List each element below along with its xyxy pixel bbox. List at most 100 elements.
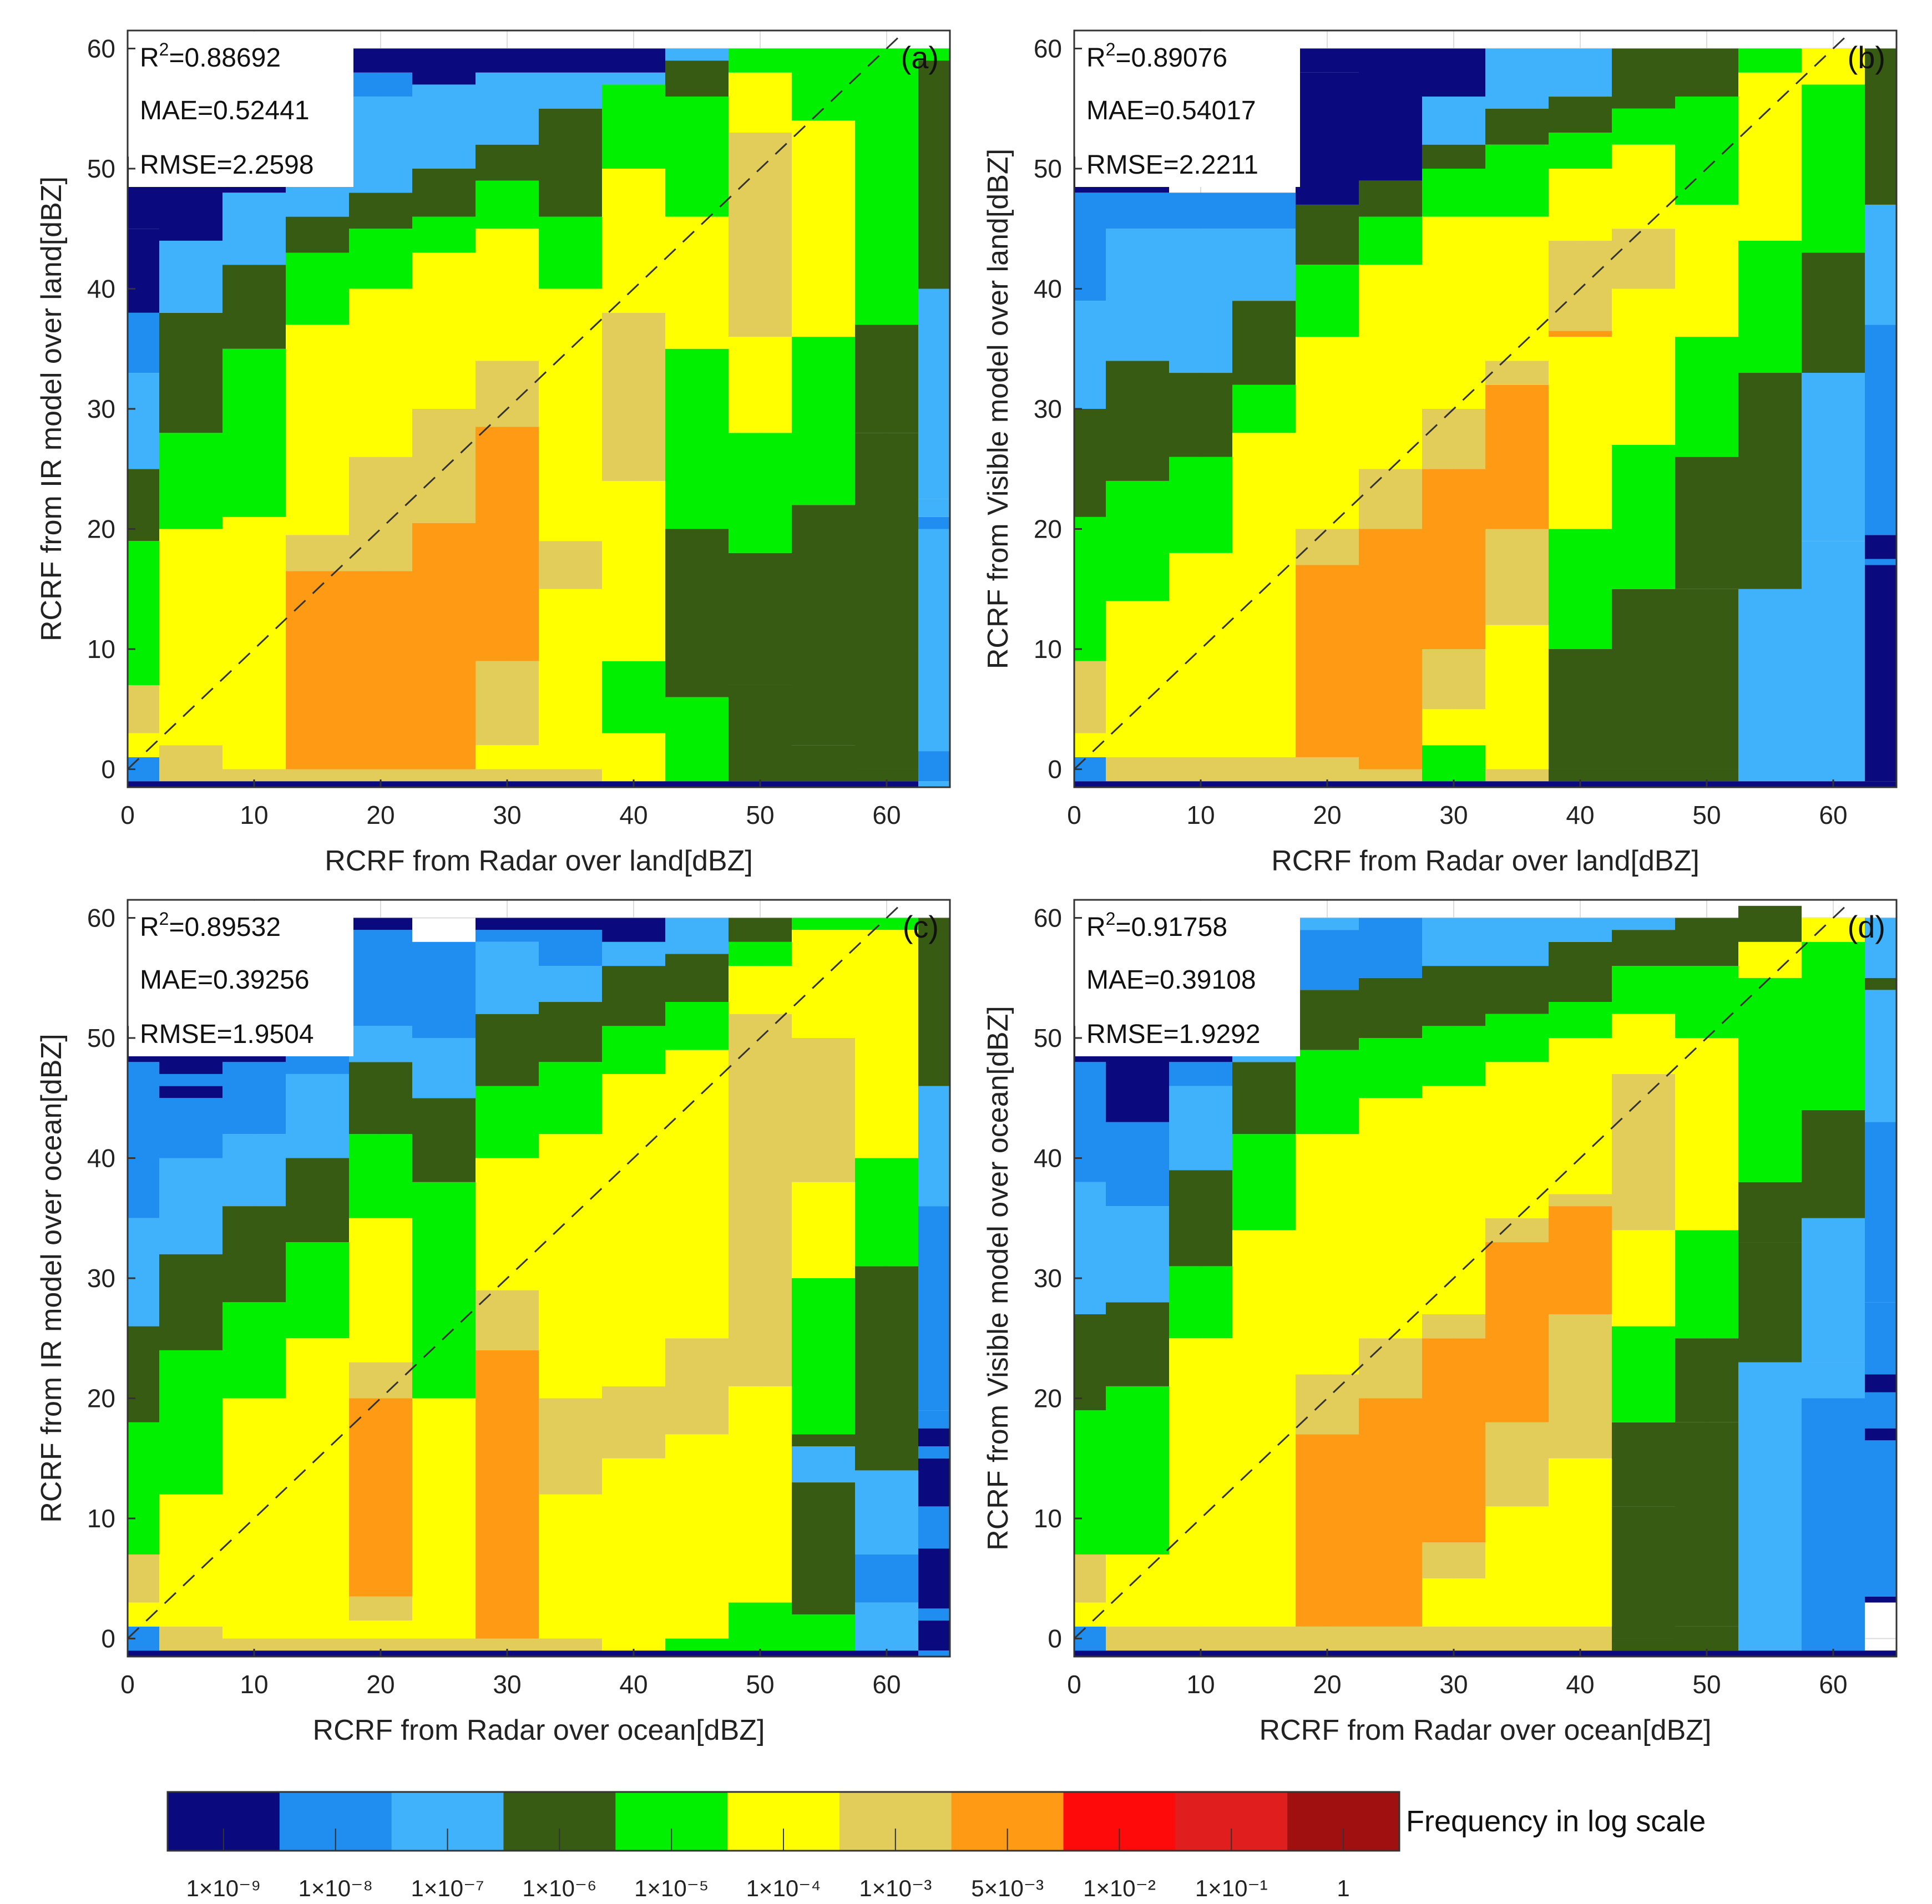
heatmap-cell [539,1398,602,1495]
heatmap-cell [1738,72,1802,241]
heatmap-cell [665,1002,729,1050]
heatmap-cell [1865,325,1896,535]
heatmap-cell [159,781,222,787]
heatmap-cell [1074,1182,1106,1314]
heatmap-cell [412,252,476,409]
x-tick-labels: 0 10 20 30 40 50 60 [1067,779,1848,829]
heatmap-cell [729,1602,792,1651]
heatmap-cell [1232,1062,1296,1135]
heatmap-cell [792,1650,855,1657]
y-tick-label: 30 [87,1264,115,1293]
heatmap-cell [918,918,950,1086]
heatmap-cell [792,649,855,746]
heatmap-cell [1169,1062,1232,1086]
x-tick-label: 0 [1067,1670,1081,1699]
heatmap-cell [539,216,602,289]
heatmap-cell [1865,918,1896,978]
heatmap-cell [1106,361,1169,481]
heatmap-cell [1612,966,1675,1014]
heatmap-cell [159,1073,222,1086]
heatmap-cell [159,1254,222,1350]
heatmap-cell [665,1338,729,1435]
heatmap-cell [286,1242,349,1339]
heatmap-cell [286,325,349,535]
x-tick-label: 0 [1067,801,1081,829]
heatmap-cell [1802,84,1865,253]
r-squared-text: R2=0.88692 [140,39,281,73]
heatmap-cell [286,571,349,769]
heatmap-cell [1296,1134,1359,1375]
panel-label: (a) [901,40,939,75]
heatmap-cell [1296,918,1359,930]
heatmap-cell [918,1446,950,1459]
r-squared-label: R [1086,913,1106,942]
heatmap-cell [602,941,665,966]
heatmap-cell [1738,1650,1802,1657]
heatmap-cell [602,72,665,85]
heatmap-cell [1675,1338,1738,1422]
r-squared-text: R2=0.89076 [1086,39,1227,73]
y-tick-labels: 0 10 20 30 40 50 60 [87,903,135,1653]
heatmap-cell [128,229,159,313]
stats-box: R2=0.89532 MAE=0.39256 RMSE=1.9504 [129,901,353,1056]
x-tick-label: 0 [120,801,135,829]
heatmap-cell [1422,1626,1485,1651]
heatmap-cell [918,781,950,787]
heatmap-cell [476,1638,539,1651]
heatmap-cell [539,589,602,769]
heatmap-cell [602,661,665,733]
heatmap-cell [1232,1134,1296,1230]
heatmap-cell [1612,1014,1675,1074]
heatmap-cell [349,1596,412,1621]
heatmap-cell [1359,48,1422,181]
x-tick-labels: 0 10 20 30 40 50 60 [1067,1649,1848,1699]
stats-background [129,32,353,187]
heatmap-cell [1865,48,1896,205]
heatmap-cell [918,1621,950,1651]
heatmap-cell [1612,108,1675,145]
heatmap-cell [1675,966,1738,1038]
rmse-text: RMSE=1.9504 [140,1020,314,1049]
x-tick-label: 20 [366,1670,395,1699]
heatmap-cell [1802,252,1865,373]
heatmap-cell [1296,48,1359,73]
heatmap-cell [412,1398,476,1639]
heatmap-cell [476,180,539,229]
heatmap-cell [1422,409,1485,469]
heatmap-cell [128,541,159,685]
heatmap-cell [1738,905,1802,942]
y-axis-label: RCRF from Visible model over ocean[dBZ] [982,1006,1014,1551]
heatmap-cell [855,1158,918,1267]
heatmap-cell [1802,48,1865,85]
heatmap-cell [1232,1230,1296,1627]
heatmap-cell [1106,193,1169,229]
heatmap-cell [349,1218,412,1363]
heatmap-cell [729,133,792,337]
heatmap-cell [1169,373,1232,457]
heatmap-cell [918,1506,950,1549]
heatmap-cell [918,48,950,61]
heatmap-cell [349,72,412,97]
heatmap-cell [855,1470,918,1554]
heatmap-cell [1074,301,1106,409]
heatmap-cell [918,529,950,752]
heatmap-cell [476,427,539,661]
heatmap-cell [1802,1218,1865,1363]
heatmap-cell [222,1206,286,1303]
heatmap-cell [665,1050,729,1339]
x-tick-label: 50 [1692,801,1721,829]
x-tick-label: 40 [619,801,648,829]
heatmap-cell [1738,373,1802,589]
colorbar-tick-label: 1×10⁻⁹ [186,1875,261,1901]
heatmap-cell [1169,553,1232,757]
heatmap-cell [602,966,665,1026]
heatmap-cell [1106,1650,1169,1657]
heatmap-cell [222,516,286,769]
heatmap-cell [792,1614,855,1651]
heatmap-cell [1675,97,1738,205]
heatmap-cell [1612,589,1675,769]
heatmap-cell [1549,240,1612,331]
heatmap-cell [476,745,539,769]
heatmap-cell [665,1650,729,1657]
heatmap-cell [1612,918,1675,930]
